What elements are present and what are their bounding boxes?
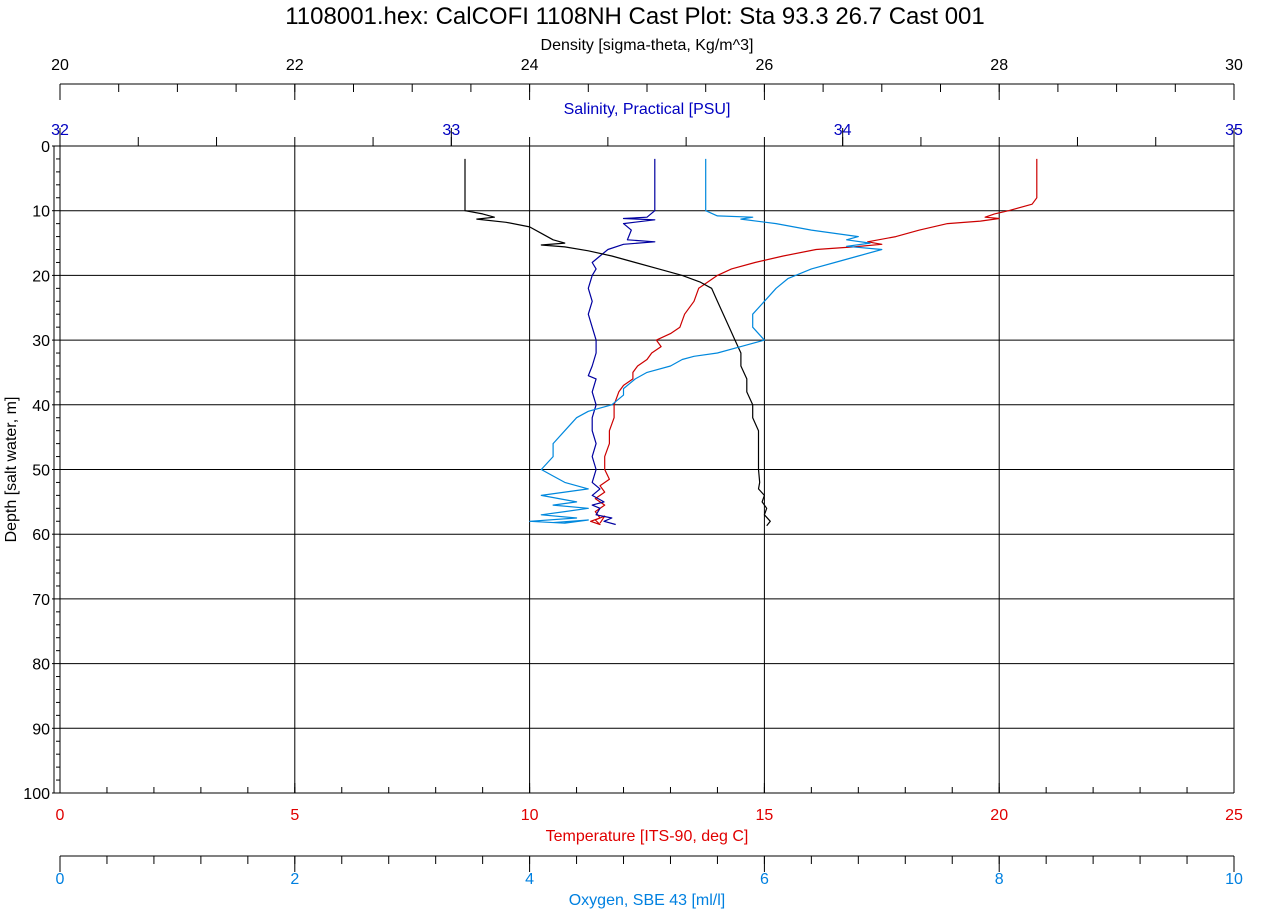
salinity-tick-label: 33 — [442, 122, 460, 139]
temperature-axis-label: Temperature [ITS-90, deg C] — [546, 828, 749, 845]
depth-tick-label: 10 — [32, 204, 50, 221]
salinity-tick-label: 32 — [51, 122, 69, 139]
depth-tick-label: 40 — [32, 398, 50, 415]
oxygen-tick-label: 2 — [290, 871, 299, 888]
density-axis-label: Density [sigma-theta, Kg/m^3] — [541, 37, 754, 54]
depth-tick-label: 100 — [23, 786, 50, 803]
temperature-profile-line — [589, 158, 1038, 526]
grid-layer — [59, 146, 1235, 794]
density-tick-label: 22 — [286, 57, 304, 74]
chart-title: 1108001.hex: CalCOFI 1108NH Cast Plot: S… — [285, 3, 985, 30]
oxygen-tick-label: 8 — [995, 871, 1004, 888]
series-layer — [464, 158, 1038, 527]
temperature-tick-label: 25 — [1225, 807, 1243, 824]
salinity-tick-label: 35 — [1225, 122, 1243, 139]
depth-tick-label: 70 — [32, 592, 50, 609]
salinity-profile-line — [587, 158, 656, 526]
depth-tick-label: 50 — [32, 463, 50, 480]
depth-tick-label: 90 — [32, 721, 50, 738]
depth-tick-label: 20 — [32, 268, 50, 285]
depth-tick-label: 60 — [32, 527, 50, 544]
oxygen-tick-label: 10 — [1225, 871, 1243, 888]
depth-tick-label: 0 — [41, 139, 50, 156]
depth-tick-label: 80 — [32, 657, 50, 674]
oxygen-tick-label: 6 — [760, 871, 769, 888]
temperature-tick-label: 20 — [990, 807, 1008, 824]
oxygen-axis-label: Oxygen, SBE 43 [ml/l] — [569, 892, 726, 909]
oxygen-tick-label: 0 — [56, 871, 65, 888]
temperature-tick-label: 10 — [521, 807, 539, 824]
oxygen-profile-line — [528, 158, 883, 524]
oxygen-tick-label: 4 — [525, 871, 534, 888]
salinity-axis-label: Salinity, Practical [PSU] — [564, 101, 731, 118]
density-tick-label: 24 — [521, 57, 539, 74]
depth-tick-label: 30 — [32, 333, 50, 350]
density-tick-label: 20 — [51, 57, 69, 74]
density-profile-line — [464, 158, 771, 527]
temperature-tick-label: 15 — [756, 807, 774, 824]
temperature-tick-label: 0 — [56, 807, 65, 824]
density-tick-label: 30 — [1225, 57, 1243, 74]
density-tick-label: 26 — [756, 57, 774, 74]
depth-axis-label: Depth [salt water, m] — [3, 397, 20, 543]
density-tick-label: 28 — [990, 57, 1008, 74]
temperature-tick-label: 5 — [290, 807, 299, 824]
salinity-tick-label: 34 — [834, 122, 852, 139]
